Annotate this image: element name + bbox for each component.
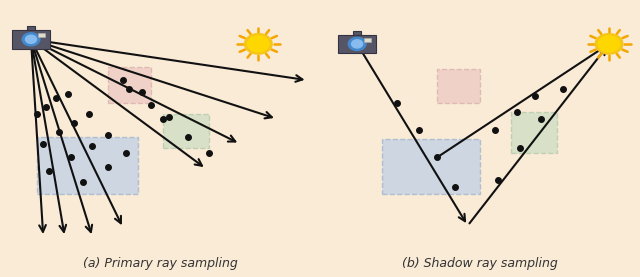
Bar: [511, 112, 557, 153]
Circle shape: [595, 34, 623, 54]
Bar: [27, 27, 35, 30]
Circle shape: [244, 34, 272, 54]
Bar: [12, 30, 51, 48]
Bar: [338, 35, 376, 53]
Circle shape: [598, 36, 620, 52]
Bar: [364, 38, 371, 42]
Circle shape: [351, 40, 363, 48]
Bar: [108, 66, 151, 103]
Bar: [437, 69, 480, 103]
Bar: [163, 114, 209, 148]
Circle shape: [22, 33, 40, 46]
Bar: [38, 33, 45, 37]
Bar: [37, 137, 138, 194]
Circle shape: [248, 36, 269, 52]
Text: (b) Shadow ray sampling: (b) Shadow ray sampling: [402, 257, 558, 270]
Circle shape: [348, 37, 366, 50]
Circle shape: [26, 35, 36, 43]
Bar: [353, 31, 361, 35]
Text: (a) Primary ray sampling: (a) Primary ray sampling: [83, 257, 237, 270]
Bar: [381, 139, 480, 194]
